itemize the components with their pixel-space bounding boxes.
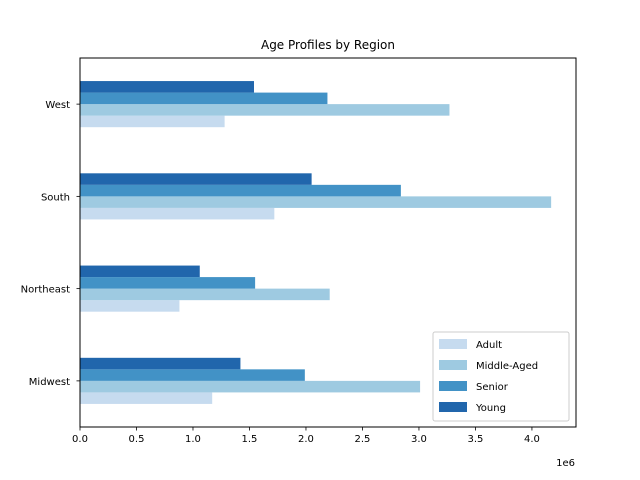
x-tick-label: 4.0: [524, 434, 540, 445]
bar-northeast-young: [80, 265, 200, 278]
bar-south-senior: [80, 184, 401, 197]
plot-frame: [79, 57, 577, 428]
bar-midwest-senior: [80, 369, 305, 381]
y-tick-label: South: [41, 192, 70, 203]
y-axis: Midwest Northeast South West: [21, 100, 80, 388]
x-tick-label: 3.5: [467, 434, 483, 445]
bar-south-young: [80, 173, 312, 185]
bar-south-adult: [80, 207, 275, 220]
bar-west-senior: [80, 92, 328, 105]
bar-west-young: [80, 81, 254, 93]
bar-south-middle-aged: [80, 196, 552, 208]
legend-swatch: [439, 360, 467, 370]
bar-midwest-young: [80, 357, 241, 370]
x-axis: 0.0 0.5 1.0 1.5 2.0 2.5 3.0 3.5 4.0: [72, 427, 540, 445]
legend-box: [432, 331, 570, 422]
legend-swatch: [439, 402, 467, 412]
bars-layer: [80, 81, 552, 404]
chart-title: Age Profiles by Region: [261, 38, 395, 52]
x-tick-label: 3.0: [411, 434, 427, 445]
bar-west-adult: [80, 115, 225, 128]
legend-label: Senior: [476, 382, 509, 393]
legend-label: Middle-Aged: [476, 361, 538, 372]
x-offset-label: 1e6: [556, 458, 575, 469]
legend-swatch: [439, 339, 467, 349]
x-tick-label: 1.0: [185, 434, 201, 445]
x-tick-label: 2.0: [298, 434, 314, 445]
y-tick-label: West: [45, 100, 70, 111]
legend-swatch: [439, 381, 467, 391]
y-tick-label: Northeast: [21, 285, 70, 296]
legend: Adult Middle-Aged Senior Young: [432, 331, 570, 422]
bar-midwest-middle-aged: [80, 380, 421, 393]
x-tick-label: 0.5: [129, 434, 145, 445]
bar-northeast-adult: [80, 300, 180, 312]
x-tick-label: 1.5: [242, 434, 258, 445]
x-tick-label: 2.5: [355, 434, 371, 445]
bar-west-middle-aged: [80, 104, 450, 116]
bar-northeast-senior: [80, 277, 256, 289]
legend-label: Adult: [476, 340, 502, 351]
y-tick-label: Midwest: [29, 377, 70, 388]
bar-midwest-adult: [80, 392, 213, 404]
legend-label: Young: [475, 403, 506, 414]
bar-northeast-middle-aged: [80, 288, 330, 301]
x-tick-label: 0.0: [72, 434, 88, 445]
